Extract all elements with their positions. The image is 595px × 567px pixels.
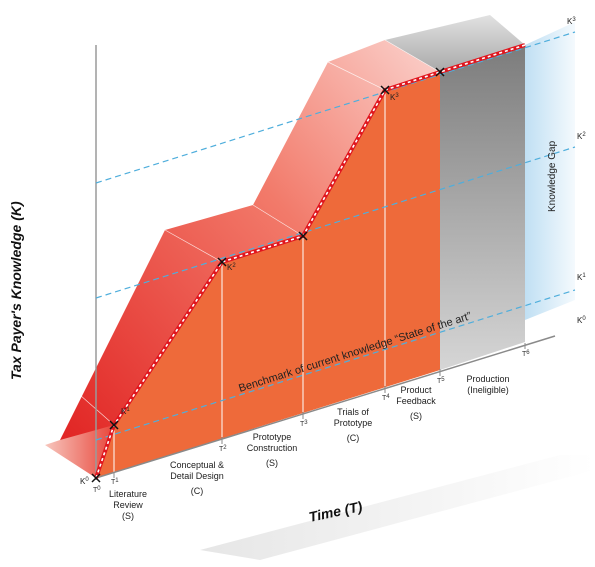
svg-text:(Ineligible): (Ineligible) [467,385,509,395]
phase-label-conceptual-design: Conceptual & Detail Design (C) [170,460,224,496]
svg-text:Literature: Literature [109,489,147,499]
svg-text:Product: Product [400,385,432,395]
svg-text:Feedback: Feedback [396,396,436,406]
knowledge-gap-label: Knowledge Gap [547,140,558,212]
svg-text:Review: Review [113,500,143,510]
production-top-face [385,15,525,72]
svg-text:(S): (S) [266,458,278,468]
time-band [200,455,595,560]
phase-label-trials-of-prototype: Trials of Prototype (C) [334,407,373,443]
production-front-face [440,45,525,370]
benchmark-lines [95,31,576,441]
point-markers [91,67,445,483]
phase-label-production: Production (Ineligible) [466,374,509,395]
phase-label-prototype-construction: Prototype Construction (S) [247,432,298,468]
time-tick-t5: T5 [437,377,445,385]
point-label-k2: K2 [227,263,236,272]
phase-dividers [113,90,386,472]
svg-text:Construction: Construction [247,443,298,453]
time-tick-t6: T6 [522,350,530,358]
front-face [96,72,440,478]
time-tick-t2: T2 [219,445,227,453]
right-level-k1: K1 [577,273,586,282]
svg-text:Production: Production [466,374,509,384]
svg-text:Prototype: Prototype [334,418,373,428]
x-axis-line [95,335,556,479]
time-tick-t1: T1 [111,478,119,486]
right-level-k0: K0 [577,316,586,325]
svg-text:(S): (S) [410,411,422,421]
svg-text:(C): (C) [191,486,204,496]
ramp-top-face [60,40,440,478]
knowledge-gap-band [525,22,575,320]
right-level-k3: K3 [567,17,576,26]
time-tick-t0: T0 [93,486,101,494]
svg-text:Prototype: Prototype [253,432,292,442]
k1-line [95,146,576,299]
point-label-k3: K3 [390,93,399,102]
phase-label-literature-review: Literature Review (S) [109,489,147,521]
time-tick-t4: T4 [382,394,390,402]
x-axis-ticks [113,343,526,478]
phase-label-product-feedback: Product Feedback (S) [396,385,436,421]
svg-text:(C): (C) [347,433,360,443]
svg-text:Trials of: Trials of [337,407,369,417]
svg-text:(S): (S) [122,511,134,521]
y-axis-title: Tax Payer's Knowledge (K) [8,201,24,380]
right-level-k2: K2 [577,132,586,141]
k2-line [95,31,576,184]
k0-line [95,289,576,441]
svg-text:Conceptual &: Conceptual & [170,460,224,470]
time-tick-t3: T3 [300,420,308,428]
point-label-k1: K1 [121,407,130,416]
svg-text:Detail Design: Detail Design [170,471,224,481]
top-face-edges [79,39,441,426]
point-label-k0: K0 [80,477,89,486]
